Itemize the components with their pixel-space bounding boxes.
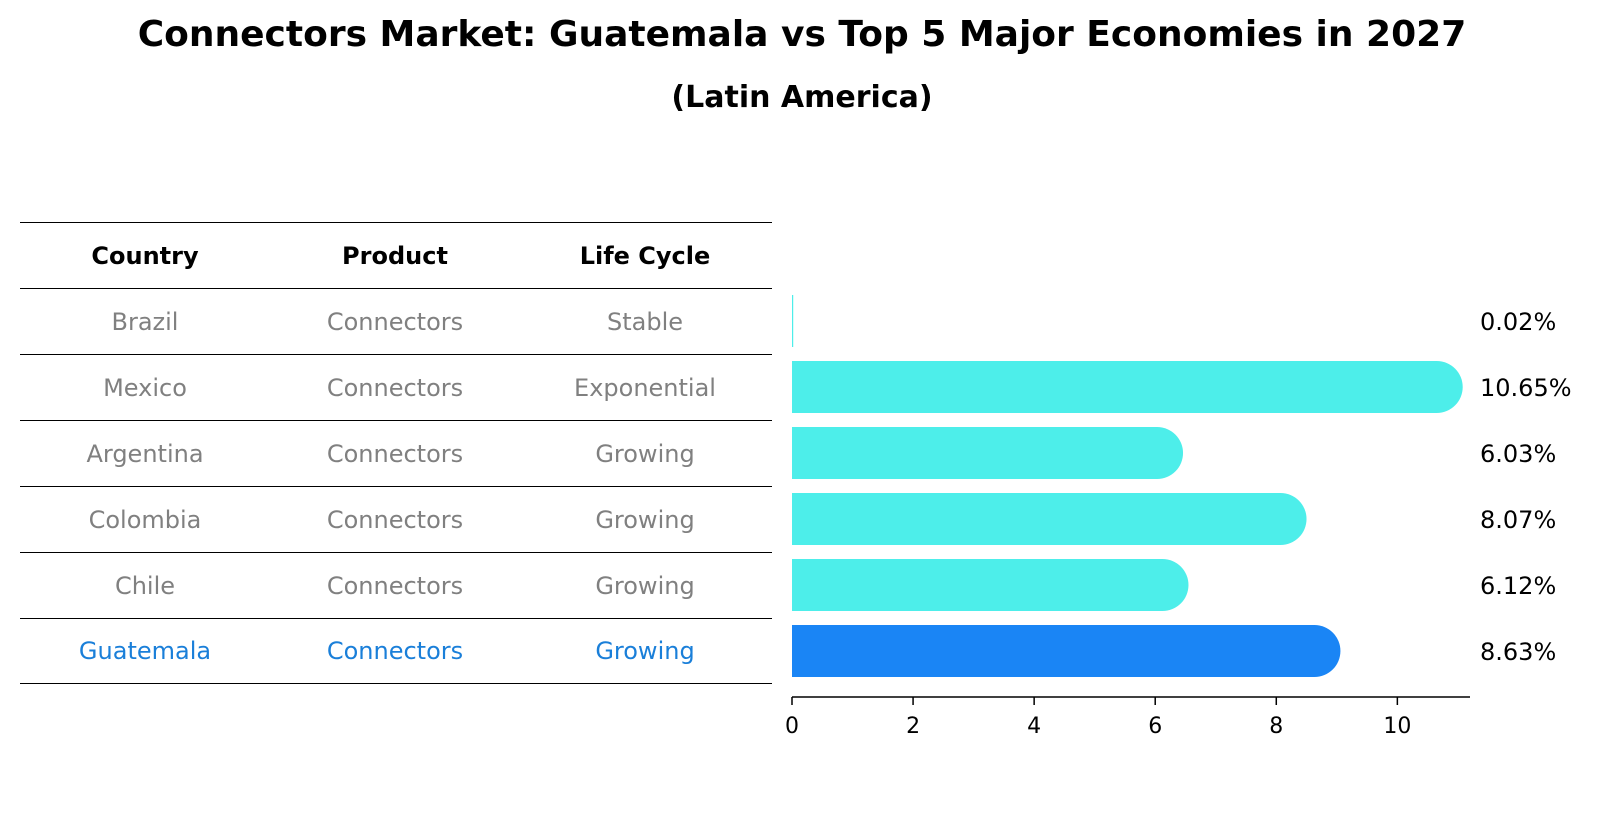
x-tick-label: 0 (785, 714, 799, 739)
country-cell: Brazil (111, 307, 179, 336)
x-tick-label: 8 (1269, 714, 1283, 739)
life-cycle-cell: Growing (595, 505, 695, 534)
value-label: 0.02% (1480, 308, 1556, 336)
country-cell: Argentina (86, 439, 204, 468)
bar (792, 295, 794, 347)
country-cell: Chile (114, 571, 176, 600)
life-cycle-cell: Growing (595, 571, 695, 600)
table-header-row: Country Product Life Cycle (20, 222, 772, 288)
life-cycle-cell: Growing (595, 439, 695, 468)
data-table: Country Product Life Cycle Brazil Connec… (20, 222, 772, 684)
value-label: 8.07% (1480, 506, 1556, 534)
table-row: Mexico Connectors Exponential (20, 354, 772, 420)
header-country: Country (91, 241, 199, 270)
product-cell: Connectors (326, 505, 464, 534)
product-cell: Connectors (326, 373, 464, 402)
value-label: 6.03% (1480, 440, 1556, 468)
life-cycle-cell: Exponential (574, 373, 716, 402)
life-cycle-cell: Stable (606, 307, 684, 336)
life-cycle-cell: Growing (595, 637, 695, 665)
table-row: Brazil Connectors Stable (20, 288, 772, 354)
table-row: Colombia Connectors Growing (20, 486, 772, 552)
country-cell: Mexico (103, 373, 187, 402)
x-tick-label: 4 (1027, 714, 1041, 739)
value-label: 10.65% (1480, 374, 1572, 402)
bar (792, 361, 1463, 413)
x-tick-label: 2 (906, 714, 920, 739)
country-cell: Guatemala (78, 637, 212, 665)
table-row: Chile Connectors Growing (20, 552, 772, 618)
x-tick-label: 6 (1148, 714, 1162, 739)
table-row-highlight: Guatemala Connectors Growing (20, 618, 772, 684)
product-cell: Connectors (326, 637, 464, 665)
bar-highlight (792, 625, 1341, 677)
header-life-cycle: Life Cycle (579, 241, 711, 270)
bar (792, 559, 1189, 611)
value-label: 6.12% (1480, 572, 1556, 600)
x-tick-label: 10 (1383, 714, 1411, 739)
product-cell: Connectors (326, 571, 464, 600)
country-cell: Colombia (88, 505, 202, 534)
product-cell: Connectors (326, 307, 464, 336)
header-product: Product (342, 241, 448, 270)
chart-title: Connectors Market: Guatemala vs Top 5 Ma… (137, 14, 1467, 55)
bar (792, 427, 1184, 479)
table-row: Argentina Connectors Growing (20, 420, 772, 486)
bar (792, 493, 1307, 545)
chart-subtitle: (Latin America) (671, 80, 933, 115)
value-label: 8.63% (1480, 638, 1556, 666)
product-cell: Connectors (326, 439, 464, 468)
